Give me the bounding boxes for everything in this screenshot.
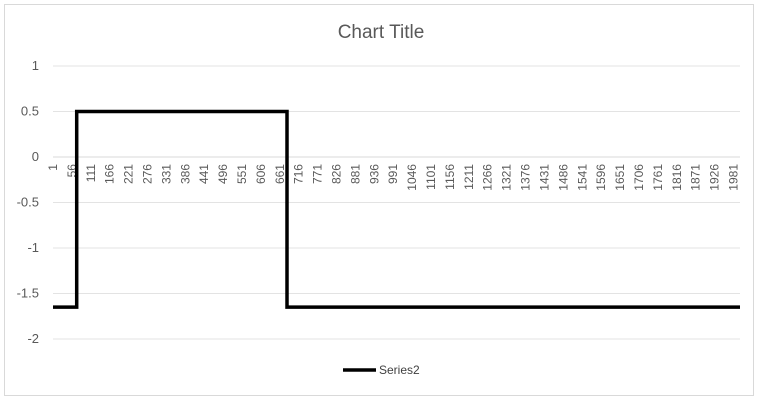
x-tick-label: 1156 <box>443 164 457 190</box>
series-line[interactable] <box>53 109 740 309</box>
x-tick-label: 111 <box>84 164 98 183</box>
y-tick-label: -0.5 <box>17 195 39 210</box>
x-tick-label: 1706 <box>632 164 646 191</box>
x-tick-label: 276 <box>141 164 155 184</box>
x-tick-label: 1981 <box>726 164 740 191</box>
x-tick-label: 331 <box>159 164 173 184</box>
x-tick-label: 1321 <box>500 164 514 191</box>
x-tick-label: 606 <box>254 164 268 184</box>
x-tick-label: 1651 <box>613 164 627 191</box>
x-tick-label: 496 <box>216 164 230 184</box>
x-tick-label: 386 <box>178 164 192 184</box>
x-tick-label: 936 <box>367 164 381 184</box>
x-tick-label: 551 <box>235 164 249 184</box>
x-tick-label: 1761 <box>651 164 665 191</box>
x-tick-label: 1376 <box>519 164 533 191</box>
gridlines <box>53 65 740 340</box>
x-tick-label: 166 <box>103 164 117 184</box>
x-tick-label: 1816 <box>670 164 684 191</box>
x-tick-label: 661 <box>273 164 287 184</box>
x-tick-label: 881 <box>348 164 362 184</box>
x-tick-label: 991 <box>386 164 400 184</box>
x-axis-ticks: 1 56 111 166 221 276 331 386 441 496 551 606 661 716 7… <box>46 164 740 191</box>
x-tick-label: 1266 <box>481 164 495 191</box>
x-tick-label: 441 <box>197 164 211 184</box>
y-tick-label: 0.5 <box>21 104 39 119</box>
x-tick-label: 1211 <box>462 164 476 190</box>
x-tick-label: 1541 <box>575 164 589 191</box>
chart-area <box>4 4 754 396</box>
series-group <box>53 109 740 309</box>
x-tick-label: 221 <box>122 164 136 184</box>
x-tick-label: 1046 <box>405 164 419 191</box>
x-tick-label: 1871 <box>689 164 703 191</box>
x-tick-label: 771 <box>311 164 325 184</box>
x-tick-label: 1101 <box>424 164 438 190</box>
y-tick-label: 0 <box>32 149 39 164</box>
y-axis-ticks: 1 0.5 0 -0.5 -1 -1.5 -2 <box>17 58 39 346</box>
x-tick-label: 1431 <box>537 164 551 191</box>
x-tick-label: 1486 <box>556 164 570 191</box>
y-tick-label: -1 <box>27 240 39 255</box>
legend-label: Series2 <box>379 363 420 377</box>
x-tick-label: 716 <box>292 164 306 184</box>
x-tick-label: 1596 <box>594 164 608 191</box>
y-tick-label: -2 <box>27 331 39 346</box>
chart-title: Chart Title <box>338 22 425 43</box>
x-tick-label: 1926 <box>708 164 722 191</box>
y-tick-label: 1 <box>32 58 39 73</box>
x-tick-label: 1 <box>46 164 60 171</box>
x-tick-label: 826 <box>330 164 344 184</box>
legend[interactable]: Series2 <box>343 363 420 377</box>
y-tick-label: -1.5 <box>17 286 39 301</box>
